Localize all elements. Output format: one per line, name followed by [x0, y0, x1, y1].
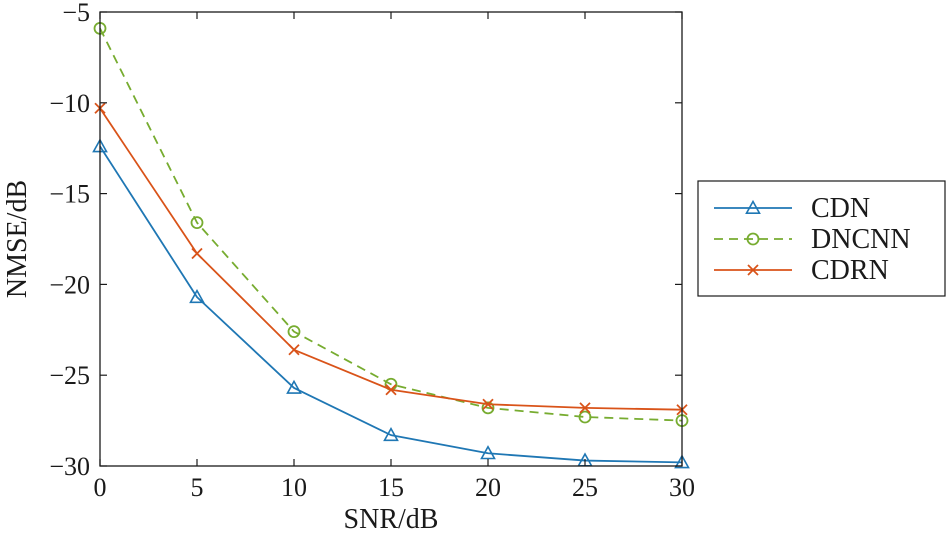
- point-dncnn-2: [287, 325, 301, 339]
- legend-marker-cdrn-stroke-b: [747, 264, 759, 276]
- x-tick-label-5: 25: [572, 473, 598, 502]
- series-line-cdrn: [99, 107, 683, 411]
- y-axis-label: NMSE/dB: [2, 180, 33, 298]
- plot-frame: [99, 11, 683, 467]
- point-cdn-4: [480, 445, 496, 460]
- point-cdrn-2: [288, 344, 300, 356]
- point-cdrn-4-stroke-b: [482, 398, 494, 410]
- y-tick-label-0: −5: [62, 0, 90, 27]
- x-tick-label-0: 0: [94, 473, 107, 502]
- y-tick-label-5: −30: [49, 452, 90, 481]
- x-tick-label-1: 5: [191, 473, 204, 502]
- point-cdrn-4: [482, 398, 494, 410]
- y-tick-label-2: −15: [49, 180, 90, 209]
- point-cdn-2: [286, 379, 302, 394]
- point-cdrn-1-stroke-b: [191, 247, 203, 260]
- point-cdn-6: [674, 454, 690, 469]
- point-cdrn-2-stroke-b: [288, 344, 300, 356]
- x-tick-label-4: 20: [475, 473, 501, 502]
- x-tick-label-6: 30: [669, 473, 695, 502]
- point-cdrn-3-stroke-b: [385, 384, 397, 396]
- y-tick-label-4: −25: [49, 361, 90, 390]
- x-tick-label-2: 10: [281, 473, 307, 502]
- legend-box: [697, 180, 946, 297]
- legend-label-cdrn: CDRN: [811, 255, 889, 286]
- x-tick-label-3: 15: [378, 473, 404, 502]
- legend-label-dncnn: DNCNN: [811, 224, 911, 255]
- point-dncnn-1: [190, 216, 204, 230]
- point-cdn-1: [189, 288, 205, 304]
- legend-marker-cdn: [745, 199, 761, 214]
- legend-marker-dncnn: [746, 232, 760, 246]
- y-tick-label-3: −20: [49, 270, 90, 299]
- legend-marker-cdrn: [747, 264, 759, 276]
- point-cdrn-3: [385, 384, 397, 396]
- series-line-cdn: [99, 145, 683, 464]
- series-line-dncnn: [99, 27, 683, 422]
- legend-label-cdn: CDN: [811, 193, 870, 224]
- point-cdrn-1: [191, 247, 203, 260]
- point-dncnn-4: [481, 401, 495, 415]
- x-axis-label: SNR/dB: [344, 504, 439, 534]
- point-dncnn-5: [578, 410, 592, 424]
- point-cdrn-5: [579, 402, 591, 414]
- point-cdrn-5-stroke-b: [579, 402, 591, 414]
- point-cdn-3: [383, 426, 399, 442]
- y-tick-label-1: −10: [49, 89, 90, 118]
